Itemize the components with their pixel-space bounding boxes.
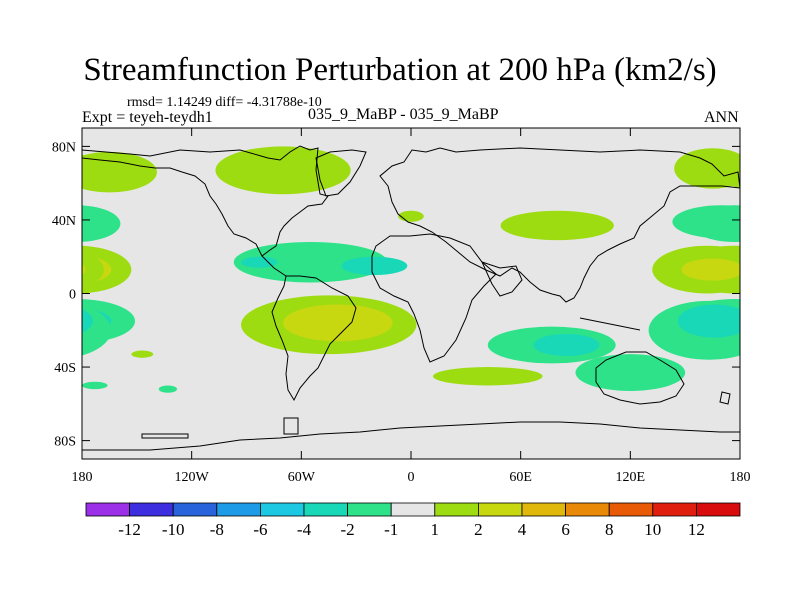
contour-region [432, 367, 543, 386]
colorbar-label: -8 [210, 520, 224, 539]
colorbar-label: 12 [688, 520, 705, 539]
contour-region [533, 333, 600, 357]
y-tick-label: 0 [69, 288, 76, 303]
colorbar-swatch [347, 502, 392, 517]
contour-region [283, 304, 393, 342]
contour-region [677, 304, 740, 338]
contour-region [233, 242, 388, 283]
contour-region [82, 151, 157, 193]
coast-north-america [82, 145, 329, 257]
y-tick-label: 80S [54, 435, 76, 450]
contour-region [672, 205, 740, 239]
contour-region [681, 258, 740, 281]
colorbar-label: -6 [253, 520, 267, 539]
colorbar-label: -4 [297, 520, 312, 539]
contour-region [82, 264, 86, 275]
coast-south-america [271, 275, 357, 402]
coast-antarctica [82, 421, 740, 451]
colorbar-swatch [696, 502, 741, 517]
contour-region [341, 256, 408, 276]
colorbar-swatch [434, 502, 479, 517]
contour-region [82, 299, 135, 344]
colorbar-label: -10 [162, 520, 185, 539]
contour-region [82, 250, 104, 289]
colorbar-label: -12 [118, 520, 141, 539]
colorbar-swatch [521, 502, 566, 517]
map-background [82, 128, 740, 459]
x-tick-label: 180 [72, 470, 93, 485]
coast-africa [371, 233, 497, 363]
colorbar-swatch [652, 502, 697, 517]
x-tick-label: 180 [730, 470, 751, 485]
contour-region [241, 256, 278, 268]
colorbar-label: 6 [561, 520, 570, 539]
contour-region [215, 146, 351, 195]
colorbar-swatch [172, 502, 218, 517]
colorbar-label: 10 [644, 520, 661, 539]
colorbar-label: 8 [605, 520, 614, 539]
colorbar-swatch [216, 502, 261, 517]
coast-small-island-2 [283, 417, 299, 435]
x-tick-label: 60W [288, 470, 316, 485]
map-axes: 180 120W 60W 0 60E 120E 180 80N 40N 0 40S 80S [52, 128, 751, 485]
colorbar-label: -1 [384, 520, 398, 539]
contour-region [82, 381, 108, 390]
colorbar-swatch [565, 502, 610, 517]
coast-arabia [481, 261, 523, 297]
colorbar-swatch [303, 502, 348, 517]
colorbar-swatch [608, 502, 654, 517]
contour-region [131, 350, 154, 358]
coast-australia [595, 351, 685, 405]
contour-region [82, 245, 132, 294]
contour-region [575, 354, 686, 391]
y-tick-label: 40S [54, 361, 76, 376]
stats-text: rmsd= 1.14249 diff= -4.31788e-10 [127, 95, 322, 110]
chart-title: Streamfunction Perturbation at 200 hPa (… [83, 52, 717, 88]
experiment-text: Expt = teyeh-teydh1 [82, 109, 213, 126]
coastlines [82, 145, 740, 451]
x-tick-label: 0 [408, 470, 415, 485]
contour-region [82, 154, 93, 183]
y-tick-label: 80N [52, 140, 76, 155]
colorbar-label: 4 [518, 520, 527, 539]
x-tick-label: 60E [509, 470, 532, 485]
contour-region [740, 382, 766, 389]
coast-central-america [261, 255, 287, 277]
x-tick-label: 120W [175, 470, 210, 485]
colorbar: -12 -10 -8 -6 -4 -2 -1 1 2 4 6 8 10 12 [85, 502, 741, 539]
coast-indonesia [579, 317, 641, 331]
colorbar-swatch [129, 502, 174, 517]
colorbar-label: 2 [474, 520, 483, 539]
colorbar-swatch [390, 502, 436, 517]
contour-region [158, 385, 178, 393]
y-tick-label: 40N [52, 214, 76, 229]
coast-greenland [315, 149, 367, 197]
contour-region [82, 206, 114, 238]
contour-region [82, 309, 93, 333]
contour-region [500, 210, 614, 241]
colorbar-swatch [477, 502, 523, 517]
colorbar-label: -2 [341, 520, 355, 539]
coast-small-island [141, 433, 189, 439]
coast-eurasia [379, 147, 740, 303]
contour-region [674, 148, 740, 189]
coast-new-zealand [719, 391, 731, 405]
colorbar-label: 1 [431, 520, 440, 539]
contour-region [398, 210, 424, 222]
colorbar-swatch [85, 502, 130, 517]
season-text: ANN [704, 109, 739, 126]
case-text: 035_9_MaBP - 035_9_MaBP [308, 106, 499, 123]
x-tick-label: 120E [616, 470, 646, 485]
colorbar-swatch [259, 502, 305, 517]
